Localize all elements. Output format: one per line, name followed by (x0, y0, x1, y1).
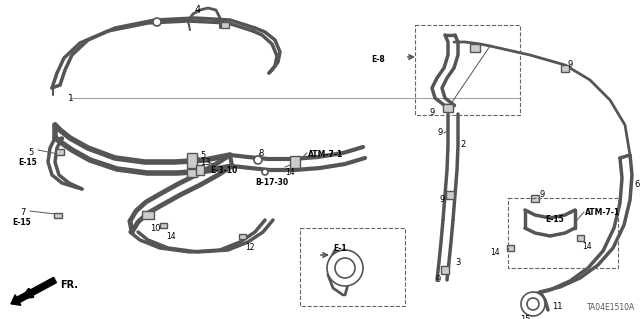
Bar (531, 195, 539, 202)
Bar (443, 104, 453, 112)
Text: 5: 5 (200, 151, 205, 160)
Text: 4: 4 (195, 5, 201, 15)
Text: E-1: E-1 (333, 244, 347, 253)
Bar (300, 228, 405, 306)
Text: 14: 14 (285, 168, 294, 177)
Text: TA04E1510A: TA04E1510A (587, 303, 635, 312)
Text: 5: 5 (28, 148, 33, 157)
Bar (54, 212, 62, 218)
Text: 14: 14 (582, 242, 591, 251)
Bar (446, 191, 454, 199)
Text: 9: 9 (435, 275, 440, 284)
Bar (159, 222, 166, 227)
Text: 1: 1 (68, 94, 74, 103)
Text: B-17-30: B-17-30 (255, 178, 288, 187)
Text: 7: 7 (20, 208, 26, 217)
Circle shape (153, 18, 161, 26)
Text: E-3-10: E-3-10 (210, 166, 237, 175)
Bar (561, 64, 569, 71)
Text: E-15: E-15 (12, 218, 31, 227)
Circle shape (335, 258, 355, 278)
Text: 13: 13 (200, 158, 211, 167)
Text: ATM-7-1: ATM-7-1 (308, 150, 343, 159)
Bar (577, 235, 584, 241)
Text: 14: 14 (166, 232, 175, 241)
Text: 10: 10 (150, 224, 161, 233)
Bar (441, 266, 449, 274)
Bar (142, 211, 154, 219)
Text: 3: 3 (455, 258, 460, 267)
FancyArrow shape (11, 277, 56, 305)
Text: ATM-7-1: ATM-7-1 (585, 208, 620, 217)
Text: 14: 14 (490, 248, 500, 257)
Bar (239, 234, 246, 239)
Bar (187, 152, 197, 167)
Bar (508, 198, 618, 268)
Bar (415, 25, 520, 115)
Text: 8: 8 (258, 149, 264, 158)
Bar (290, 156, 300, 168)
Bar (506, 245, 513, 251)
Text: E-15: E-15 (18, 158, 36, 167)
Bar (187, 169, 197, 177)
Text: 9: 9 (568, 60, 573, 69)
Bar (196, 165, 204, 175)
Text: 9: 9 (440, 195, 445, 204)
Circle shape (262, 169, 268, 175)
Text: 6: 6 (634, 180, 639, 189)
Text: E-15: E-15 (546, 215, 564, 224)
Text: 9: 9 (540, 190, 545, 199)
Text: 12: 12 (245, 243, 255, 252)
Circle shape (521, 292, 545, 316)
Circle shape (527, 298, 539, 310)
Text: 9: 9 (438, 128, 444, 137)
Circle shape (254, 156, 262, 164)
Text: 11: 11 (552, 302, 563, 311)
Circle shape (327, 250, 363, 286)
Bar (221, 22, 229, 28)
Text: FR.: FR. (60, 280, 78, 290)
Text: E-8: E-8 (371, 55, 385, 64)
Bar (470, 44, 480, 52)
Text: 2: 2 (460, 140, 465, 149)
Bar (56, 149, 64, 155)
Text: 9: 9 (430, 108, 435, 117)
Text: 15: 15 (520, 315, 531, 319)
